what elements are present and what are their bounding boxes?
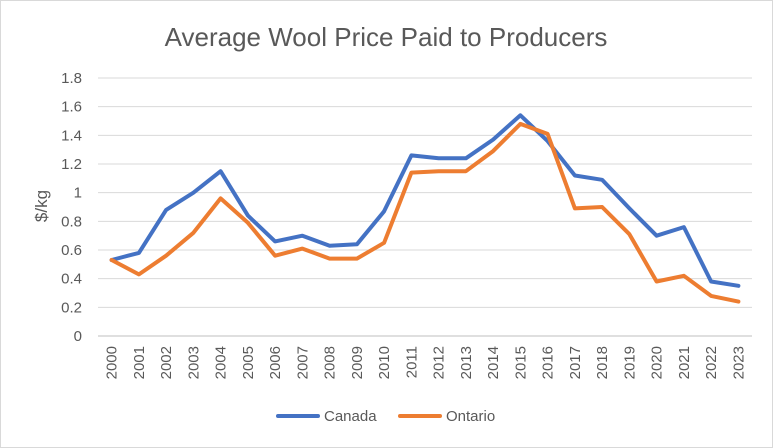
chart-title: Average Wool Price Paid to Producers [165,22,608,52]
y-tick-label: 0.2 [61,299,82,316]
x-tick-label: 2010 [376,346,393,379]
x-tick-label: 2004 [213,346,230,379]
grid-lines [98,77,752,337]
x-tick-label: 2019 [621,346,638,379]
x-tick-label: 2023 [730,346,747,379]
y-tick-label: 1.2 [61,156,82,173]
x-tick-label: 2012 [431,346,448,379]
series-lines [109,113,741,304]
y-tick-label: 1.4 [61,127,82,144]
series-line-ontario [109,121,741,304]
x-tick-label: 2005 [240,346,257,379]
x-tick-label: 2003 [185,346,202,379]
x-tick-label: 2002 [158,346,175,379]
x-tick-label: 2001 [131,346,148,379]
x-tick-label: 2016 [540,346,557,379]
x-tick-label: 2011 [403,346,420,378]
x-tick-label: 2021 [676,346,693,379]
x-tick-label: 2015 [512,346,529,379]
x-tick-label: 2007 [294,346,311,379]
series-line-canada [109,113,741,288]
y-tick-label: 1.6 [61,99,82,116]
legend-label-canada: Canada [324,408,377,425]
x-tick-label: 2013 [458,346,475,379]
x-tick-label: 2020 [649,346,666,379]
legend: Canada Ontario [276,408,495,425]
x-tick-label: 2009 [349,346,366,379]
x-tick-label: 2000 [104,346,121,379]
y-axis-label: $/kg [32,190,51,222]
x-tick-label: 2017 [567,346,584,379]
y-tick-label: 0 [74,328,82,345]
x-tick-label: 2014 [485,346,502,379]
y-tick-label: 1.8 [61,70,82,87]
y-axis-tick-labels: 0 0.2 0.4 0.6 0.8 1 1.2 1.4 1.6 1.8 [61,70,82,345]
y-tick-label: 0.4 [61,271,82,288]
y-tick-label: 1 [74,185,82,202]
y-tick-label: 0.8 [61,213,82,230]
y-tick-label: 0.6 [61,242,82,259]
legend-label-ontario: Ontario [446,408,495,425]
x-tick-label: 2008 [322,346,339,379]
x-tick-label: 2006 [267,346,284,379]
x-axis-tick-labels: 2000 2001 2002 2003 2004 2005 2006 2007 2008 2009… [104,346,748,379]
x-tick-label: 2018 [594,346,611,379]
x-tick-label: 2022 [703,346,720,379]
